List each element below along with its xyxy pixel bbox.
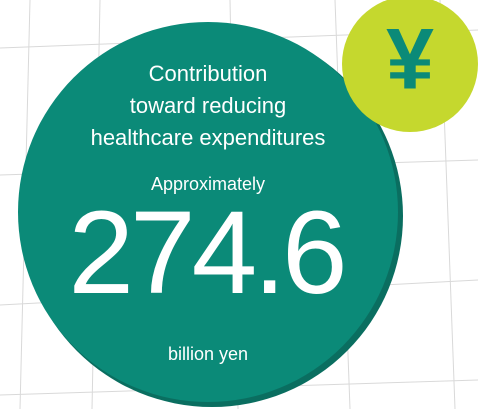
title-line: toward reducing xyxy=(130,93,287,118)
yen-icon: ¥ xyxy=(386,12,434,108)
unit: billion yen xyxy=(168,344,248,364)
main-circle xyxy=(18,22,398,402)
title-line: healthcare expenditures xyxy=(91,125,326,150)
qualifier: Approximately xyxy=(151,174,265,194)
title-line: Contribution xyxy=(149,61,268,86)
amount: 274.6 xyxy=(68,187,343,319)
yen-badge xyxy=(342,0,478,132)
